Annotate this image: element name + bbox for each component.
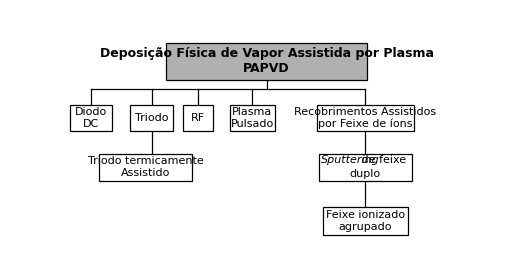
Text: Triodo: Triodo	[135, 113, 168, 123]
FancyBboxPatch shape	[230, 105, 275, 131]
FancyBboxPatch shape	[317, 105, 413, 131]
FancyBboxPatch shape	[323, 207, 408, 235]
FancyBboxPatch shape	[70, 105, 112, 131]
Text: Sputtering: Sputtering	[320, 155, 379, 165]
Text: Feixe ionizado
agrupado: Feixe ionizado agrupado	[326, 210, 405, 232]
Text: RF: RF	[191, 113, 205, 123]
Text: Diodo
DC: Diodo DC	[75, 107, 107, 129]
Text: de feixe: de feixe	[358, 155, 407, 165]
FancyBboxPatch shape	[99, 154, 192, 181]
FancyBboxPatch shape	[183, 105, 213, 131]
Text: Recobrimentos Assistidos
por Feixe de íons: Recobrimentos Assistidos por Feixe de ío…	[294, 107, 436, 129]
Text: Triodo termicamente
Assistido: Triodo termicamente Assistido	[88, 156, 203, 178]
FancyBboxPatch shape	[166, 43, 367, 79]
Text: Plasma
Pulsado: Plasma Pulsado	[231, 107, 274, 129]
FancyBboxPatch shape	[131, 105, 173, 131]
FancyBboxPatch shape	[319, 154, 412, 181]
Text: Deposição Física de Vapor Assistida por Plasma
PAPVD: Deposição Física de Vapor Assistida por …	[99, 47, 434, 75]
Text: duplo: duplo	[349, 169, 381, 179]
